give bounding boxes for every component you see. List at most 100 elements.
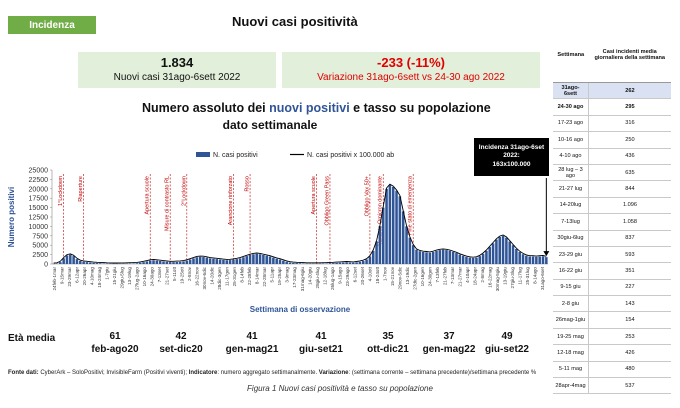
age-period: giu-set21	[299, 344, 343, 355]
table-cell-week: 31ago-6sett	[553, 82, 589, 100]
bar	[255, 253, 258, 264]
age-value: 42	[175, 331, 187, 342]
x-tick-label: 31ago-6set	[540, 266, 545, 290]
table-cell-week: 5-11 mag	[553, 361, 589, 379]
bar	[188, 259, 192, 264]
x-tick-label: 2-8nov	[187, 266, 192, 281]
bar	[325, 263, 328, 264]
table-row: 14-20lug 1.096	[553, 197, 671, 215]
table-row: 4-10 ago 436	[553, 148, 671, 165]
bar	[391, 186, 395, 264]
table-row: 23-29 giu 593	[553, 246, 671, 264]
average-age-label: Età media	[8, 333, 56, 344]
bar	[475, 257, 478, 264]
x-tick-label: 7-13set	[157, 266, 162, 282]
callout-arrowhead	[543, 251, 550, 257]
age-value: 37	[443, 331, 455, 342]
table-cell-week: 28apr-4mag	[553, 377, 589, 395]
y-tick-label: 22500	[29, 177, 49, 184]
bar	[198, 256, 202, 264]
bar	[428, 252, 432, 264]
weekly-average-table: Settimana Casi incidenti media giornalie…	[553, 28, 671, 395]
bar	[431, 251, 435, 264]
table-cell-value: 351	[587, 262, 671, 280]
bar	[535, 256, 538, 264]
x-tick-label: 8-14feb	[240, 267, 245, 283]
bar	[425, 252, 428, 264]
age-group-1: 61 feb-ago20	[80, 330, 150, 356]
x-tick-label: 22-28mar	[262, 267, 267, 287]
x-tick-label: 2-8mag	[480, 267, 485, 283]
y-tick-label: 20000	[29, 186, 49, 193]
bar	[378, 226, 382, 264]
bar	[278, 259, 282, 264]
legend-line-label: N. casi positivi x 100.000 ab	[307, 152, 394, 159]
table-cell-week: 10-16 ago	[553, 131, 589, 149]
bar	[135, 263, 139, 264]
table-header-row: Settimana Casi incidenti media giornalie…	[553, 28, 671, 83]
x-tick-label: 4-10mag	[89, 267, 94, 286]
bar	[342, 262, 345, 264]
bar	[82, 261, 85, 264]
bar	[218, 259, 222, 264]
table-cell-value: 436	[587, 148, 671, 165]
bar	[148, 260, 152, 264]
x-tick-label: 20-26set	[360, 266, 365, 285]
table-row: 28 lug – 3 ago 635	[553, 164, 671, 182]
kpi-variation-value: -233 (-11%)	[377, 55, 445, 70]
bar	[155, 260, 159, 264]
table-cell-week: 30giu-6lug	[553, 230, 589, 247]
bar	[461, 255, 465, 264]
x-tick-label: 17-23mag	[292, 267, 297, 288]
x-tick-label: 22-28feb	[247, 267, 252, 286]
bar	[358, 261, 362, 264]
x-tick-label: 27giu-3lug	[510, 267, 515, 289]
x-tick-label: 15-21nov	[390, 266, 395, 286]
bar	[215, 259, 219, 264]
table-cell-week: 9-15 giu	[553, 279, 589, 297]
bar	[448, 250, 452, 264]
event-marker-label: 2°Lockdown	[181, 176, 187, 206]
bar	[162, 261, 165, 264]
bar	[252, 254, 255, 264]
bar	[195, 257, 199, 264]
x-tick-label: 25-31gen	[232, 267, 237, 287]
bar	[295, 263, 298, 264]
x-tick-label: 11-17lug	[518, 267, 523, 285]
bar	[298, 263, 302, 264]
y-tick-label: 25000	[29, 168, 49, 175]
chart-title-pre: Numero assoluto dei	[142, 101, 270, 115]
bar	[265, 255, 268, 264]
bar	[371, 250, 375, 264]
legend-bar-swatch	[196, 152, 210, 157]
age-group-7: 49 giu-set22	[472, 330, 542, 356]
table-row: 28apr-4mag 537	[553, 377, 671, 395]
bar	[132, 263, 135, 264]
bar	[62, 258, 65, 264]
bar	[238, 258, 242, 264]
table-cell-week: 21-27 lug	[553, 180, 589, 198]
bar	[541, 256, 545, 264]
age-value: 41	[315, 331, 327, 342]
event-marker-label: Variante Omicron dominante	[378, 176, 384, 246]
y-tick-label: 17500	[29, 196, 49, 203]
table-header-week: Settimana	[553, 28, 589, 83]
bar	[225, 260, 229, 264]
x-tick-label: 10-16gen	[420, 267, 425, 287]
table-cell-value: 1.058	[587, 213, 671, 231]
bar	[332, 263, 335, 264]
table-row: 12-18 mag 426	[553, 344, 671, 362]
event-marker-label: Obbligo Green Pass	[324, 176, 330, 226]
bar	[338, 262, 342, 264]
x-tick-label: 14-20giu	[307, 267, 312, 285]
x-tick-label: 30nov-6dic	[202, 266, 207, 289]
table-cell-value: 154	[587, 311, 671, 329]
chart-title-post: e tasso su popolazione	[349, 101, 491, 115]
event-marker-label: Riaperture	[78, 176, 84, 202]
incidence-callout: Incidenza 31ago-6set 2022: 163x100.000	[474, 138, 549, 176]
bar	[418, 251, 422, 264]
bar	[205, 257, 209, 264]
table-row: 21-27 lug 844	[553, 180, 671, 198]
x-tick-label: 19-25apr	[277, 267, 282, 286]
age-period: set-dic20	[159, 344, 203, 355]
